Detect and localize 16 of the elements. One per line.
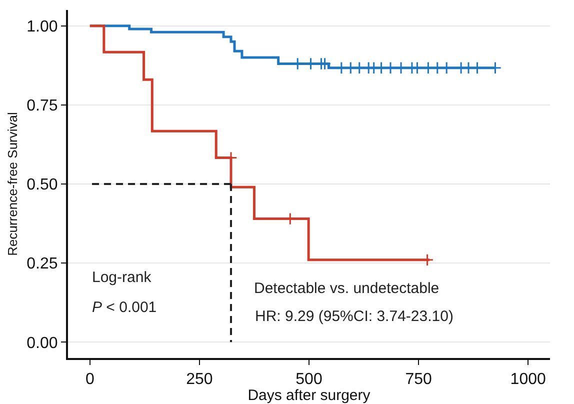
annotation: Log-rank: [92, 269, 152, 286]
x-tick-label: 0: [85, 371, 94, 388]
y-tick-label: 0.25: [26, 256, 58, 273]
y-axis-title: Recurrence-free Survival: [5, 112, 20, 256]
annotation: Detectable vs. undetectable: [254, 280, 440, 297]
annotation: P < 0.001: [92, 299, 157, 316]
x-tick-label: 750: [405, 371, 432, 388]
y-tick-label: 0.75: [26, 98, 58, 115]
x-tick-label: 250: [186, 371, 213, 388]
y-tick-label: 1.00: [26, 18, 58, 36]
y-tick-label: 0.50: [26, 176, 58, 194]
x-axis-title: Days after surgery: [248, 387, 371, 404]
x-tick-label: 500: [296, 371, 322, 388]
annotation: HR: 9.29 (95%CI: 3.74-23.10): [255, 308, 454, 325]
y-tick-label: 0.00: [26, 334, 58, 352]
x-tick-label: 1000: [510, 371, 546, 388]
